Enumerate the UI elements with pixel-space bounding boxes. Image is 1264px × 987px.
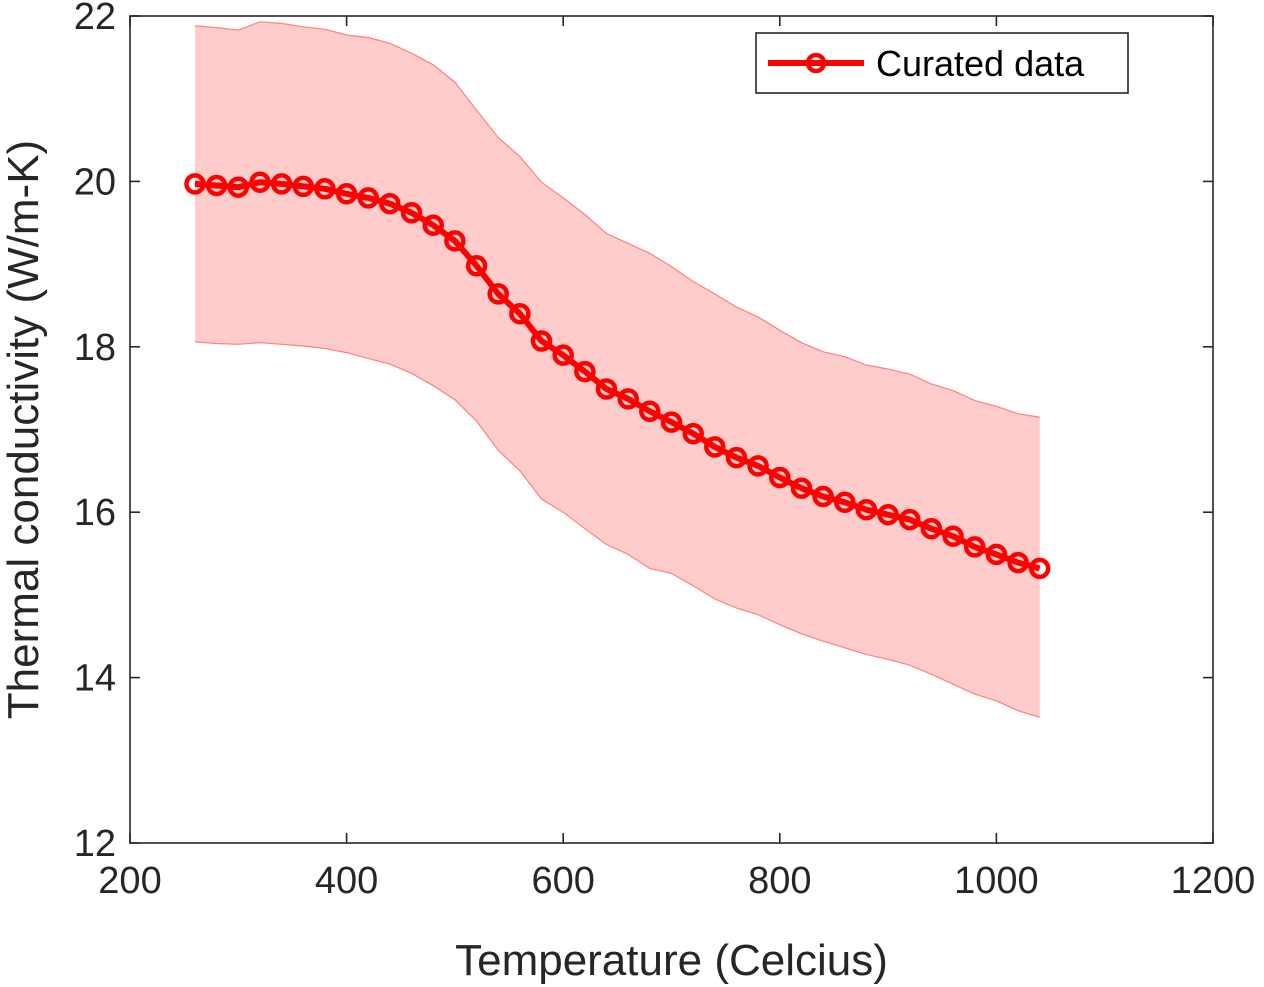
data-point	[617, 388, 639, 410]
data-point	[595, 378, 618, 400]
data-point	[682, 422, 704, 445]
data-point	[899, 508, 921, 531]
band-lower-edge	[194, 341, 1040, 718]
data-point	[379, 192, 401, 215]
data-point	[769, 466, 791, 489]
data-point	[422, 214, 444, 236]
tick-layer: 200 400 600 800 1000 1200 12 14 16 18 20 22	[74, 0, 1256, 902]
data-point	[552, 344, 574, 366]
data-point	[790, 477, 813, 499]
confidence-band-layer	[194, 21, 1040, 718]
series-line	[194, 179, 1041, 572]
data-point	[812, 485, 834, 508]
x-tick-label: 1000	[954, 860, 1039, 902]
y-tick-label: 22	[74, 0, 116, 38]
data-point	[725, 446, 748, 469]
data-point	[184, 173, 206, 195]
y-axis-label: Thermal conductivity (W/m-K)	[0, 140, 48, 719]
data-point	[270, 173, 293, 195]
data-point	[465, 255, 488, 277]
x-tick-label: 200	[98, 860, 161, 902]
data-point	[834, 491, 856, 514]
data-point	[704, 436, 726, 458]
data-point	[942, 525, 964, 547]
data-point	[509, 302, 531, 325]
x-tick-label: 400	[315, 860, 378, 902]
x-tick-label: 600	[531, 860, 594, 902]
y-tick-label: 14	[74, 658, 116, 700]
x-axis-label: Temperature (Celcius)	[455, 936, 888, 985]
data-point	[314, 178, 336, 200]
data-point	[639, 400, 661, 423]
plot-area-frame	[129, 15, 1214, 844]
y-tick-label: 18	[74, 327, 116, 369]
y-tick-label: 20	[74, 161, 116, 203]
data-point	[747, 455, 769, 477]
legend: Curated data	[755, 32, 1129, 94]
x-tick-label: 1200	[1171, 860, 1256, 902]
legend-marker-sample	[805, 52, 827, 74]
data-point	[487, 283, 509, 305]
data-point	[335, 183, 358, 205]
data-point	[292, 175, 315, 198]
data-point	[855, 498, 878, 521]
data-point	[877, 503, 899, 526]
data-point	[1007, 551, 1029, 574]
data-point	[227, 176, 250, 198]
data-point	[574, 360, 596, 383]
data-point	[920, 517, 943, 540]
data-point	[985, 543, 1008, 566]
x-tick-label: 800	[748, 860, 811, 902]
y-tick-label: 16	[74, 492, 116, 534]
y-tick-label: 12	[74, 823, 116, 865]
band-area	[195, 21, 1040, 718]
data-point	[530, 330, 553, 352]
band-upper-edge	[194, 21, 1040, 418]
legend-label: Curated data	[876, 43, 1085, 84]
data-point	[357, 187, 380, 209]
data-point	[444, 230, 466, 252]
data-point	[249, 171, 271, 193]
data-point	[660, 411, 683, 433]
data-point	[205, 174, 228, 197]
data-point	[400, 202, 423, 224]
data-point	[1028, 557, 1051, 580]
series-layer	[184, 171, 1051, 580]
data-point	[963, 536, 986, 558]
